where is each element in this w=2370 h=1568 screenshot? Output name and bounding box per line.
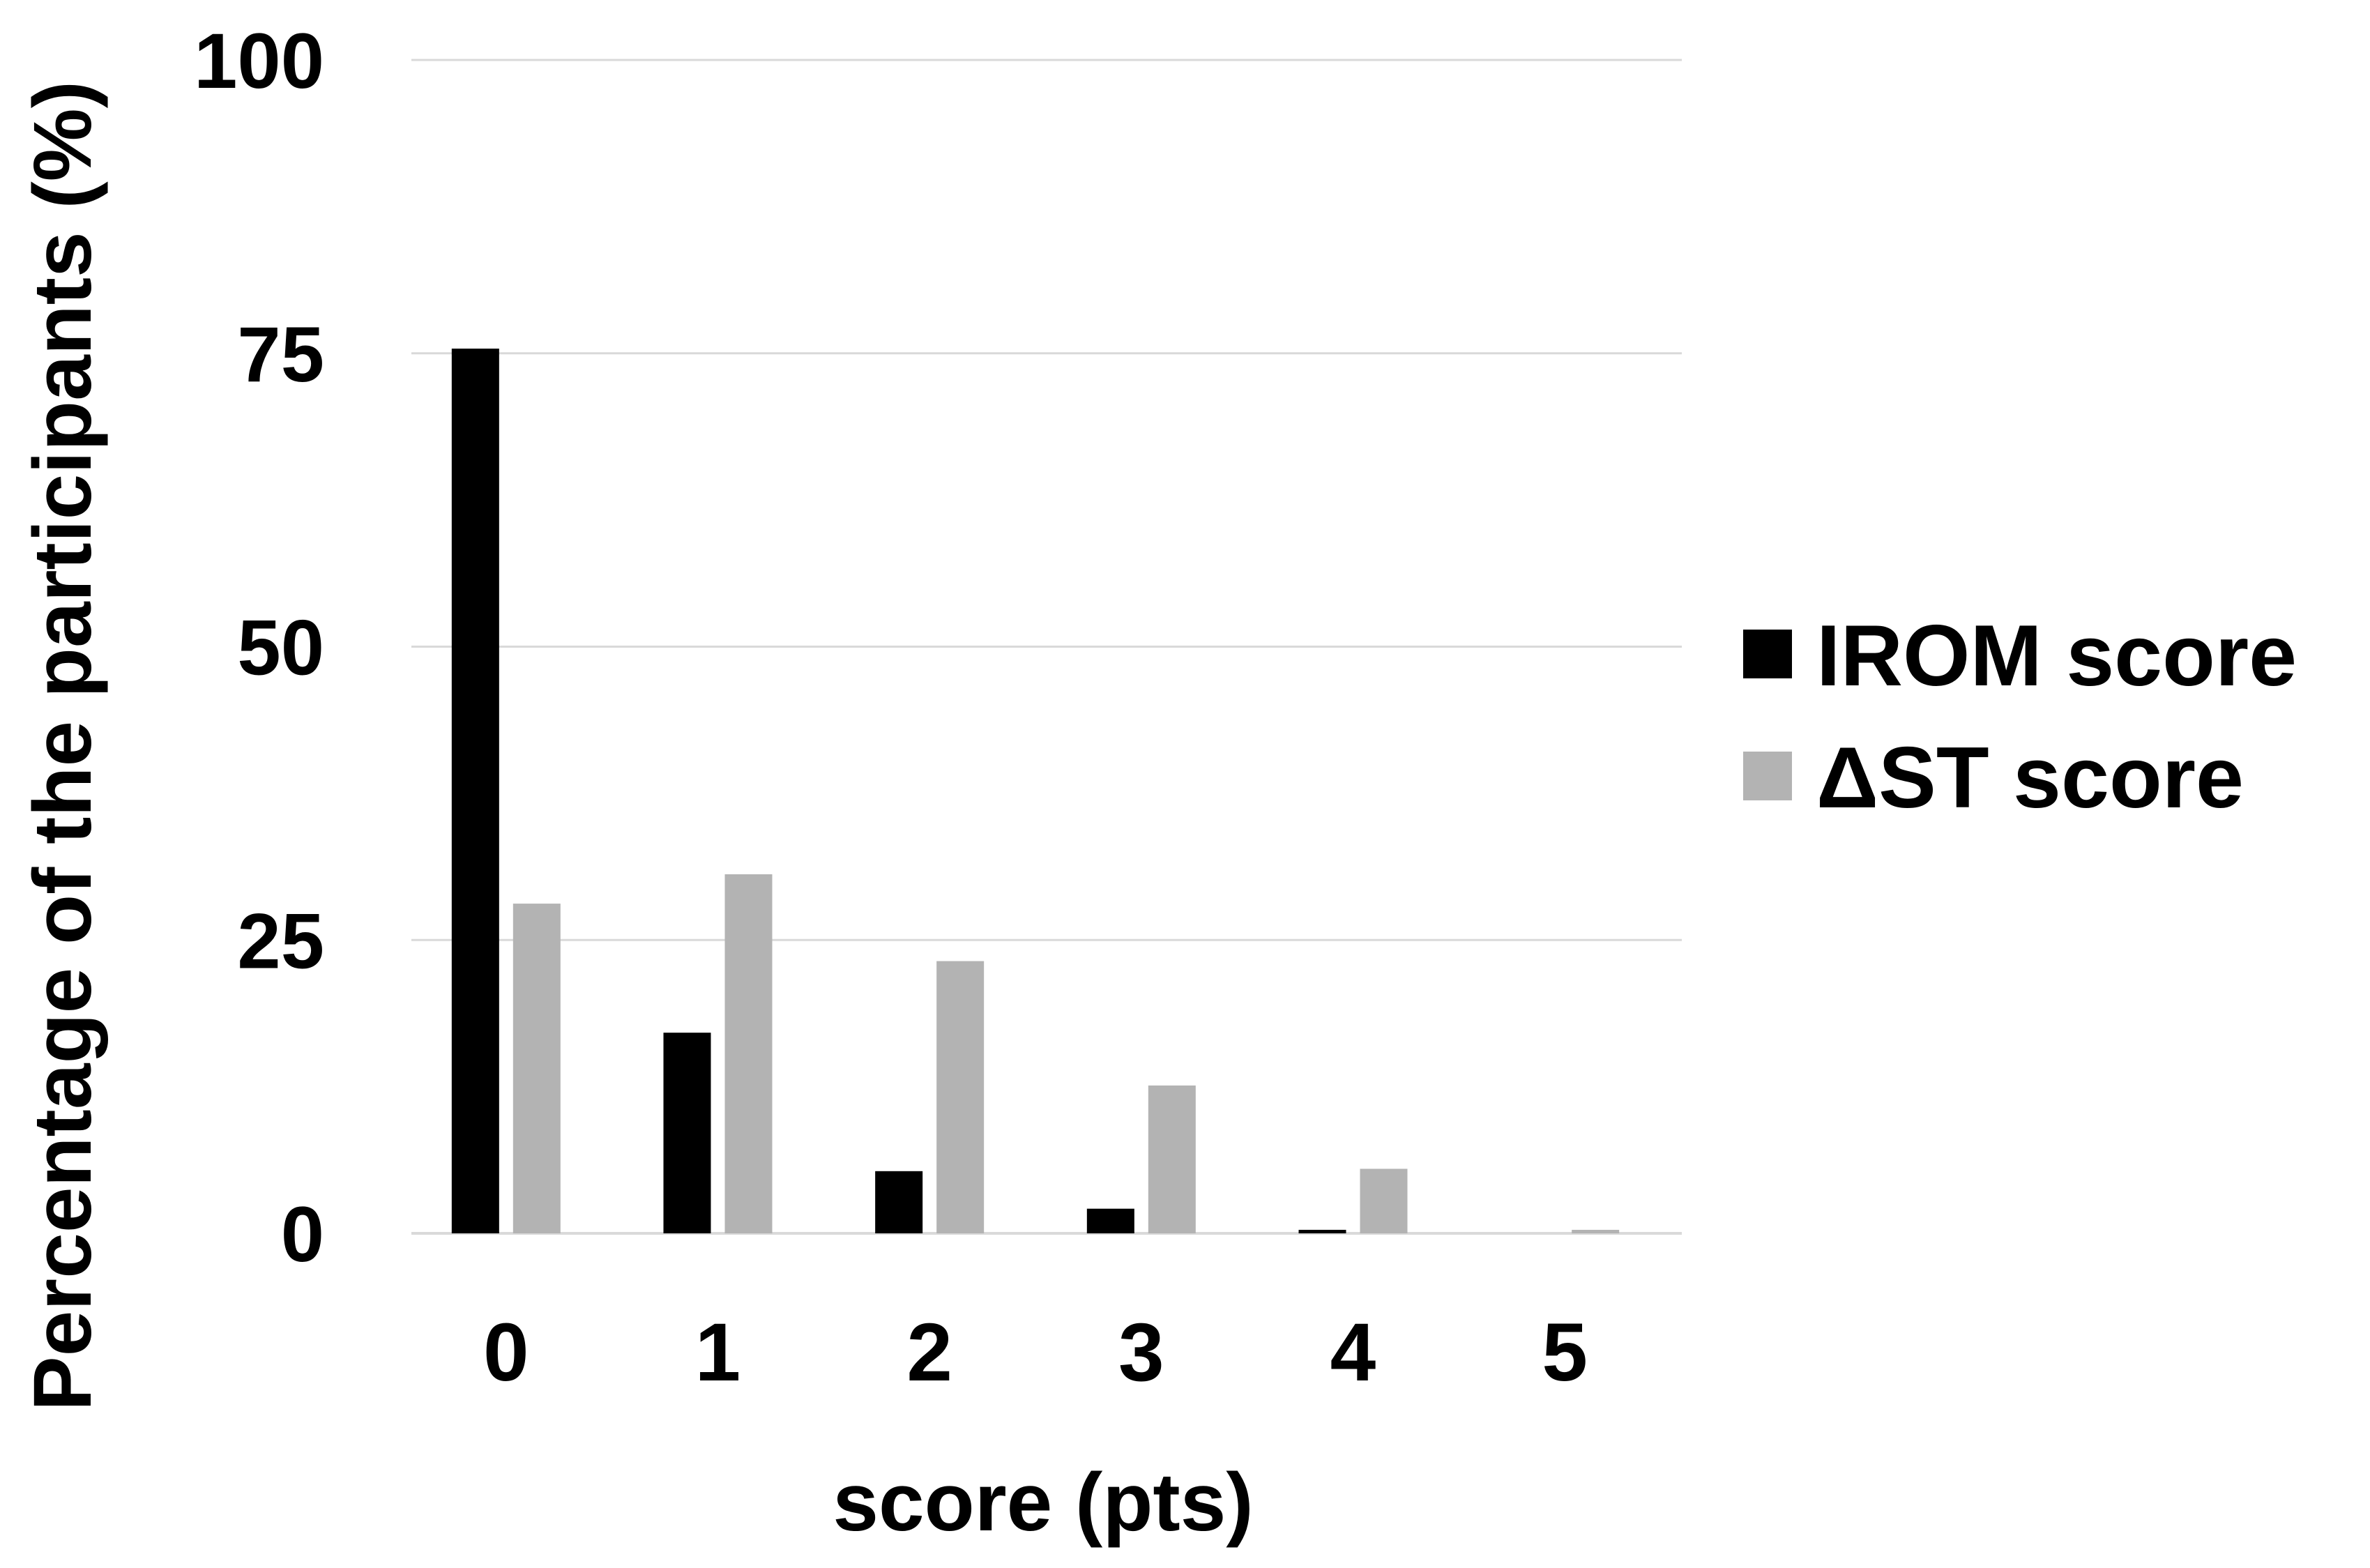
bar-dst-2 <box>936 961 985 1233</box>
bar-dst-3 <box>1148 1085 1196 1233</box>
bars <box>451 349 1620 1233</box>
x-axis-ticks: 0 1 2 3 4 5 <box>483 1307 1588 1399</box>
bar-irom-2 <box>875 1171 923 1233</box>
bar-irom-3 <box>1086 1208 1134 1233</box>
bar-dst-4 <box>1360 1169 1408 1233</box>
y-axis-title: Percentage of the participants (%) <box>17 81 109 1411</box>
y-tick-label: 0 <box>281 1191 324 1278</box>
bar-dst-0 <box>512 904 561 1233</box>
y-tick-label: 75 <box>237 311 324 398</box>
bar-irom-1 <box>663 1033 711 1233</box>
legend-label-irom: IROM score <box>1816 608 2297 704</box>
x-tick-label: 3 <box>1118 1307 1164 1399</box>
gridlines <box>411 59 1682 1235</box>
x-tick-label: 2 <box>906 1307 952 1399</box>
bar-dst-5 <box>1572 1229 1620 1233</box>
y-tick-label: 50 <box>237 604 324 692</box>
bar-irom-0 <box>451 349 499 1233</box>
y-tick-label: 100 <box>194 17 324 105</box>
x-tick-label: 0 <box>483 1307 529 1399</box>
x-tick-label: 4 <box>1330 1307 1376 1399</box>
x-axis-title: score (pts) <box>833 1456 1253 1548</box>
legend-swatch-dst <box>1743 752 1792 800</box>
legend-label-dst: ΔST score <box>1816 730 2244 826</box>
y-tick-label: 25 <box>237 897 324 984</box>
x-tick-label: 5 <box>1542 1307 1588 1399</box>
bar-dst-1 <box>724 874 773 1233</box>
bar-irom-4 <box>1298 1229 1346 1233</box>
legend: IROM score ΔST score <box>1743 608 2297 826</box>
y-axis-ticks: 0 25 50 75 100 <box>194 17 324 1278</box>
legend-swatch-irom <box>1743 630 1792 678</box>
x-tick-label: 1 <box>695 1307 741 1399</box>
